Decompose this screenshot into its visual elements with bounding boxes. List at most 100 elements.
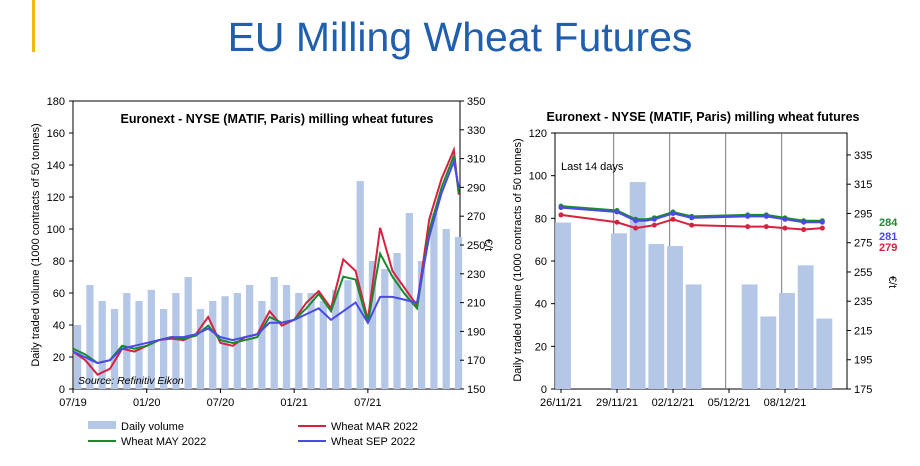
chart2-end-label-wheat-sep-2022: 281 xyxy=(879,231,897,243)
chart2-point-wheat-sep-2022 xyxy=(819,219,825,225)
chart2-y2-tick-label: 255 xyxy=(854,267,872,279)
chart2-y-tick-label: 120 xyxy=(529,128,547,140)
chart2-point-wheat-sep-2022 xyxy=(763,213,769,219)
chart1-volume-bar xyxy=(110,309,119,389)
chart2-volume-bar xyxy=(555,222,571,389)
chart2: 279 284 281 0 20 40 60 80 100 120 175 195 215 235 255 2… xyxy=(512,110,898,409)
legend-label-wheat-may-2022: Wheat MAY 2022 xyxy=(121,436,206,448)
chart1-y-tick-label: 80 xyxy=(53,256,65,268)
chart2-line-wheat-may-2022 xyxy=(560,205,823,222)
chart1-volume-bar xyxy=(221,296,229,389)
chart1-volume-bar xyxy=(86,285,94,389)
chart2-x-tick-label: 26/11/21 xyxy=(540,397,582,409)
title-accent-bar xyxy=(32,0,35,52)
chart2-y2-tick-label: 275 xyxy=(854,238,872,250)
chart2-volume-bar xyxy=(797,265,814,389)
chart1-y-axis-label: Daily traded volume (1000 contracts of 5… xyxy=(30,123,42,366)
chart1-y-tick-label: 60 xyxy=(53,288,65,300)
chart1-line-wheat-mar-2022 xyxy=(72,146,460,376)
legend-label-daily-volume: Daily volume xyxy=(121,421,184,433)
chart1-volume-bar xyxy=(98,301,106,389)
chart1-volume-bar xyxy=(356,181,364,389)
chart2-period-note: Last 14 days xyxy=(561,161,624,173)
chart2-point-wheat-sep-2022 xyxy=(782,216,788,222)
chart2-y2-tick-label: 215 xyxy=(854,325,872,337)
chart1-volume-bar xyxy=(184,277,192,389)
chart1-y-tick-label: 180 xyxy=(47,96,65,108)
legend: Daily volume Wheat MAR 2022 Wheat MAY 2022… xyxy=(88,421,418,448)
chart2-x-tick-label: 29/11/21 xyxy=(596,397,638,409)
chart2-line-wheat-sep-2022 xyxy=(560,206,823,224)
chart2-volume-bar xyxy=(760,316,777,389)
chart1-volume-bar xyxy=(319,301,327,389)
chart2-volume-bar xyxy=(667,246,683,389)
chart1-volume-bar xyxy=(160,309,168,389)
chart2-y2-tick-label: 235 xyxy=(854,296,872,308)
chart1-volume-bar xyxy=(368,261,377,389)
chart2-y-tick-label: 80 xyxy=(535,213,547,225)
chart2-point-wheat-mar-2022 xyxy=(819,225,825,231)
chart1-y-tick-label: 140 xyxy=(47,160,65,172)
chart1-volume-bar xyxy=(123,293,131,389)
chart1-volume-bar xyxy=(209,301,217,389)
chart1-volume-bar xyxy=(295,293,303,389)
chart1-y2-tick-label: 310 xyxy=(467,154,485,166)
chart2-point-wheat-mar-2022 xyxy=(670,216,676,222)
legend-swatch-daily-volume xyxy=(88,421,116,429)
chart2-point-wheat-sep-2022 xyxy=(689,215,695,221)
chart2-point-wheat-sep-2022 xyxy=(651,216,657,222)
chart2-volume-bar xyxy=(741,284,758,389)
chart1-y2-tick-label: 350 xyxy=(467,96,485,108)
chart1-volume-bar xyxy=(344,280,352,389)
chart2-y2-tick-label: 335 xyxy=(854,150,872,162)
chart2-point-wheat-mar-2022 xyxy=(763,224,769,230)
chart1-x-tick-label: 01/20 xyxy=(133,397,161,409)
chart1-y2-tick-label: 170 xyxy=(467,355,485,367)
chart2-volume-bar xyxy=(648,243,665,389)
chart2-point-wheat-mar-2022 xyxy=(633,225,639,231)
chart1-y-tick-label: 40 xyxy=(53,320,65,332)
chart2-point-wheat-sep-2022 xyxy=(745,213,751,219)
chart1-x-tick-label: 01/21 xyxy=(280,397,308,409)
chart1: 0 20 40 60 80 100 120 140 160 180 150 170 190 210 230 2… xyxy=(30,96,494,409)
chart1-volume-bar xyxy=(196,309,205,389)
chart1-volume-bar xyxy=(270,277,278,389)
chart2-point-wheat-mar-2022 xyxy=(782,225,788,231)
chart2-point-wheat-sep-2022 xyxy=(633,218,639,224)
chart1-volume-bar xyxy=(258,301,266,389)
chart1-y2-tick-label: 150 xyxy=(467,384,485,396)
chart1-line-wheat-may-2022 xyxy=(72,155,460,365)
chart2-point-wheat-mar-2022 xyxy=(651,222,657,228)
chart2-y-axis-label: Daily traded volume (1000 contracts of 5… xyxy=(512,138,524,381)
chart1-source-note: Source: Refinitiv Eikon xyxy=(78,375,184,387)
chart2-volume-bar xyxy=(685,284,702,389)
chart2-y2-tick-label: 175 xyxy=(854,384,872,396)
chart2-y2-tick-label: 315 xyxy=(854,179,872,191)
chart1-y2-tick-label: 290 xyxy=(467,182,485,194)
chart1-volume-bar xyxy=(442,229,450,389)
chart1-y-tick-label: 20 xyxy=(53,352,65,364)
chart2-y-tick-label: 20 xyxy=(535,341,547,353)
chart1-volume-bar xyxy=(74,325,82,389)
chart1-volume-bar xyxy=(418,261,426,389)
chart1-y-tick-label: 160 xyxy=(47,128,65,140)
chart1-x-tick-label: 07/19 xyxy=(59,397,87,409)
chart2-end-label-wheat-mar-2022: 279 xyxy=(879,242,897,254)
chart2-point-wheat-sep-2022 xyxy=(558,205,564,211)
chart1-line-wheat-sep-2022 xyxy=(72,157,460,365)
chart2-point-wheat-mar-2022 xyxy=(614,219,620,225)
chart2-point-wheat-mar-2022 xyxy=(801,227,807,233)
chart1-y2-tick-label: 270 xyxy=(467,211,485,223)
chart1-volume-bar xyxy=(332,289,340,389)
chart1-volume-bar xyxy=(454,237,463,389)
chart1-volume-bar xyxy=(147,289,155,389)
page-title: EU Milling Wheat Futures xyxy=(227,14,693,60)
chart2-point-wheat-sep-2022 xyxy=(670,210,676,216)
chart1-y2-tick-label: 330 xyxy=(467,125,485,137)
chart1-y2-tick-label: 210 xyxy=(467,298,485,310)
chart2-volume-bar xyxy=(629,182,646,389)
chart2-point-wheat-mar-2022 xyxy=(689,222,695,228)
chart2-x-tick-label: 08/12/21 xyxy=(764,397,807,409)
chart1-x-tick-label: 07/21 xyxy=(354,397,382,409)
